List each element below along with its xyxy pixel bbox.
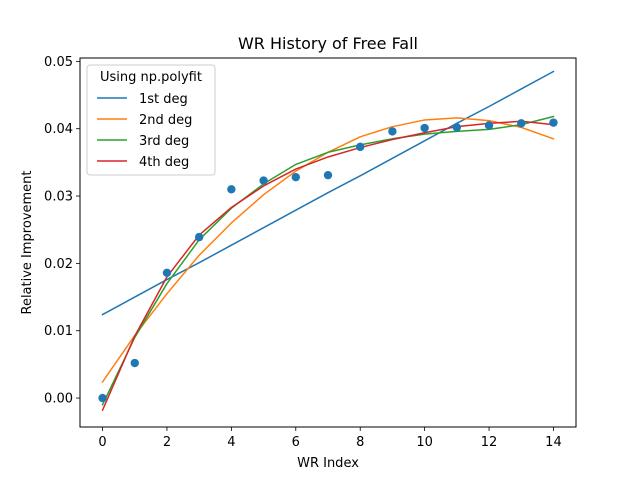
legend-box: [86, 64, 216, 176]
series-line-1st-deg: [101, 70, 555, 316]
data-point-7: [323, 170, 333, 180]
data-point-0: [98, 393, 107, 403]
y-tick-label: 0.04: [44, 122, 73, 137]
legend: Using np.polyfit 1st deg 2nd deg 3rd deg 4th…: [86, 64, 216, 176]
y-axis: 0.00 0.01 0.02 0.03 0.04 0.05: [44, 55, 80, 407]
legend-entry: 1st deg: [139, 92, 188, 107]
y-tick-label: 0.02: [44, 257, 73, 272]
y-axis-label: Relative Improvement: [20, 170, 35, 314]
y-tick-label: 0.00: [44, 392, 73, 407]
x-tick-label: 8: [356, 435, 364, 450]
data-point-12: [484, 121, 494, 130]
data-point-4: [227, 185, 236, 194]
data-point-10: [420, 123, 429, 133]
data-point-11: [452, 123, 462, 132]
y-tick-label: 0.03: [44, 190, 73, 205]
axes-frame: [79, 57, 577, 428]
legend-entry: 4th deg: [139, 155, 189, 170]
x-tick-label: 0: [98, 435, 106, 450]
data-point-6: [291, 172, 300, 182]
data-point-13: [517, 119, 526, 128]
legend-entry: 3rd deg: [139, 134, 189, 149]
data-point-3: [194, 232, 204, 242]
x-tick-label: 6: [292, 435, 300, 450]
x-tick-label: 10: [416, 435, 433, 450]
series-line-3rd-deg: [101, 115, 555, 406]
y-tick-label: 0.05: [44, 55, 73, 70]
series-line-4th-deg: [101, 120, 555, 412]
legend-title: Using np.polyfit: [100, 70, 202, 85]
data-point-9: [388, 127, 397, 136]
legend-entry: 2nd deg: [139, 113, 192, 128]
data-point-1: [130, 358, 139, 368]
data-point-2: [162, 268, 172, 278]
data-point-5: [259, 176, 268, 185]
data-point-14: [549, 118, 558, 127]
x-axis: 0 2 4 6 8 10 12 14: [98, 427, 562, 450]
x-tick-label: 12: [481, 435, 498, 450]
x-tick-label: 14: [545, 435, 562, 450]
x-axis-label: WR Index: [297, 456, 359, 471]
y-tick-label: 0.01: [44, 324, 73, 339]
chart-title: WR History of Free Fall: [238, 34, 418, 53]
data-point-8: [356, 142, 365, 152]
x-tick-label: 4: [227, 435, 235, 450]
x-tick-label: 2: [163, 435, 171, 450]
